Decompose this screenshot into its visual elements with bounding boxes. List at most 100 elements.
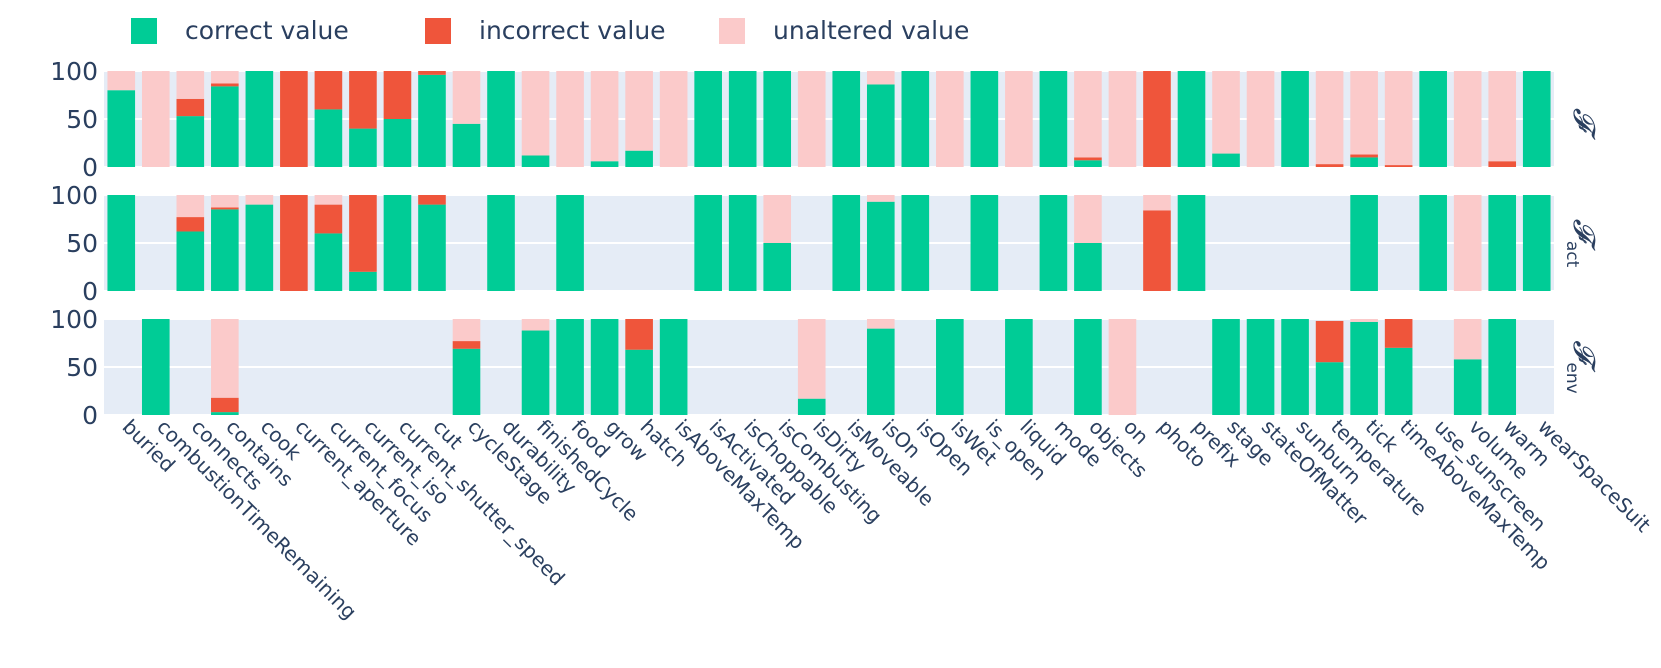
bar-correct-1-sunburn [1281, 71, 1309, 167]
bar-incorrect-1-warm [1488, 161, 1517, 167]
bar-unaltered-1-liquid [1005, 71, 1033, 167]
bar-correct-1-is_open [970, 71, 999, 167]
bar-incorrect-1-current_iso [349, 71, 377, 129]
bar-incorrect-1-current_aperture [280, 71, 308, 167]
panel-label-subscript-3: env [1562, 362, 1582, 393]
bar-incorrect-3-temperature [1315, 320, 1344, 363]
bar-unaltered-1-food [556, 71, 584, 167]
bar-unaltered-2-volume [1453, 195, 1482, 291]
bar-incorrect-2-current_iso [349, 195, 377, 272]
bar-correct-1-durability [487, 71, 515, 167]
bar-incorrect-2-photo [1143, 210, 1171, 291]
bar-unaltered-3-cycleStage [452, 319, 481, 342]
bar-correct-3-liquid [1005, 319, 1033, 415]
bar-incorrect-1-contains [211, 83, 239, 87]
bar-incorrect-1-current_shutter_speed [383, 71, 412, 119]
bar-correct-2-buried [107, 195, 136, 291]
bar-correct-1-hatch [625, 150, 653, 167]
bar-correct-2-isOpen [901, 195, 930, 291]
bar-correct-1-cook [245, 71, 274, 167]
bar-correct-2-use_sunscreen [1419, 195, 1447, 291]
y-tick-label-1-100: 100 [50, 57, 98, 86]
bar-unaltered-1-isAboveMaxTemp [659, 71, 688, 167]
bar-correct-3-cycleStage [452, 348, 481, 415]
bar-correct-1-isCombusting [763, 71, 792, 167]
bar-correct-3-hatch [625, 349, 653, 415]
bar-incorrect-1-tick [1350, 154, 1378, 158]
bar-incorrect-2-contains [211, 207, 239, 210]
legend-label-correct: correct value [185, 16, 349, 45]
bar-correct-3-isDirty [797, 398, 826, 415]
bar-correct-2-durability [487, 195, 515, 291]
panel-label-3: 𝓕env [1562, 340, 1601, 393]
bar-incorrect-1-current_focus [314, 71, 343, 110]
bar-correct-2-isOn [866, 201, 895, 291]
bar-unaltered-2-cook [245, 195, 274, 205]
bar-correct-2-contains [211, 209, 239, 291]
legend-label-incorrect: incorrect value [479, 16, 666, 45]
bar-correct-2-objects [1074, 243, 1102, 291]
bar-incorrect-1-connects [176, 98, 205, 117]
bar-unaltered-1-combustionTimeRemaining [141, 71, 170, 167]
bar-unaltered-1-temperature [1315, 71, 1344, 165]
bar-correct-1-current_iso [349, 128, 377, 167]
legend-swatch-correct [131, 18, 157, 44]
bar-incorrect-1-cut [418, 71, 446, 75]
bar-correct-3-grow [590, 319, 619, 415]
bar-unaltered-1-isDirty [797, 71, 826, 167]
x-tick-label-wearSpaceSuit: wearSpaceSuit [1533, 415, 1655, 537]
bar-unaltered-1-timeAboveMaxTemp [1384, 71, 1413, 166]
bar-correct-2-isChoppable [728, 195, 757, 291]
y-tick-label-2-100: 100 [50, 181, 98, 210]
y-tick-label-3-0: 0 [82, 401, 98, 430]
bar-unaltered-2-isOn [866, 195, 895, 202]
bar-unaltered-3-contains [211, 319, 239, 398]
y-tick-label-3-50: 50 [66, 353, 98, 382]
bar-correct-1-wearSpaceSuit [1522, 71, 1551, 167]
y-tick-label-1-50: 50 [66, 105, 98, 134]
bar-correct-1-isOn [866, 84, 895, 167]
bar-unaltered-1-finishedCycle [521, 71, 550, 156]
bar-unaltered-1-hatch [625, 71, 653, 151]
y-tick-label-3-100: 100 [50, 305, 98, 334]
bar-correct-1-objects [1074, 160, 1102, 167]
bar-incorrect-2-connects [176, 217, 205, 232]
bar-correct-1-grow [590, 161, 619, 167]
bar-correct-3-food [556, 319, 584, 415]
bar-correct-3-tick [1350, 321, 1378, 415]
bar-correct-1-buried [107, 90, 136, 167]
bar-correct-2-isActivated [694, 195, 722, 291]
bar-correct-1-use_sunscreen [1419, 71, 1447, 167]
bar-incorrect-3-timeAboveMaxTemp [1384, 319, 1413, 348]
bar-unaltered-1-grow [590, 71, 619, 162]
bar-correct-2-isMoveable [832, 195, 861, 291]
bar-correct-1-isChoppable [728, 71, 757, 167]
bar-unaltered-1-stage [1212, 71, 1240, 154]
bar-correct-2-current_focus [314, 233, 343, 291]
bar-unaltered-2-isCombusting [763, 195, 792, 243]
panel-label-subscript-2: act [1562, 241, 1582, 268]
bar-correct-3-finishedCycle [521, 330, 550, 415]
bar-correct-1-prefix [1177, 71, 1206, 167]
bar-unaltered-3-tick [1350, 319, 1378, 322]
bar-correct-1-stage [1212, 153, 1240, 167]
bar-unaltered-3-volume [1453, 319, 1482, 360]
bar-unaltered-2-connects [176, 195, 205, 218]
bar-unaltered-1-cycleStage [452, 71, 481, 124]
bar-correct-3-stage [1212, 319, 1240, 415]
bar-incorrect-2-current_aperture [280, 195, 308, 291]
bar-correct-2-current_iso [349, 271, 377, 291]
bar-correct-2-prefix [1177, 195, 1206, 291]
bar-unaltered-1-tick [1350, 71, 1378, 155]
bar-incorrect-1-objects [1074, 157, 1102, 161]
bar-unaltered-1-isOn [866, 71, 895, 85]
bar-correct-2-connects [176, 231, 205, 291]
bar-correct-2-tick [1350, 195, 1378, 291]
bar-correct-3-sunburn [1281, 319, 1309, 415]
panel-label-2: 𝓕act [1562, 219, 1601, 268]
bar-correct-2-isCombusting [763, 243, 792, 291]
bar-incorrect-1-timeAboveMaxTemp [1384, 165, 1413, 167]
bar-correct-3-volume [1453, 359, 1482, 415]
legend-swatch-incorrect [425, 18, 451, 44]
